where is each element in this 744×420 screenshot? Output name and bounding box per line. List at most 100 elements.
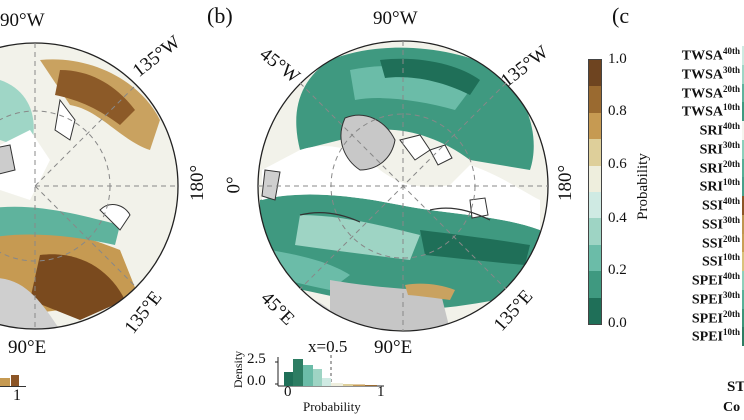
row-label-name: TWSA xyxy=(681,86,723,102)
heat-cell xyxy=(742,83,744,103)
row-label: TWSA30th xyxy=(682,65,740,84)
row-label-percentile: 40th xyxy=(722,271,740,281)
row-labels: TWSA40th TWSA30th TWSA20th TWSA10th SRI40th S… xyxy=(630,46,742,346)
heat-cell xyxy=(742,252,744,271)
colorbar-tick-1: 1.0 xyxy=(608,51,627,67)
colorbar-segment xyxy=(589,192,601,219)
row-label: SPEI40th xyxy=(692,271,740,290)
row-label-percentile: 30th xyxy=(722,139,740,150)
row-label: SRI20th xyxy=(700,159,740,178)
row-label-name: SPEI xyxy=(691,311,723,327)
heat-cell xyxy=(742,121,744,140)
colorbar-segment xyxy=(589,218,601,245)
row-label-name: SRI xyxy=(699,142,723,158)
heat-cell xyxy=(742,158,744,178)
colorbar-segment xyxy=(589,112,601,140)
colorbar-segment xyxy=(589,244,601,272)
colorbar-tick-0-0: 0.0 xyxy=(608,315,627,331)
row-label: SRI30th xyxy=(700,140,740,159)
row-label-name: SPEI xyxy=(691,329,723,345)
row-label-name: TWSA xyxy=(681,67,723,83)
right-map-label-top: 90°W xyxy=(373,8,418,29)
colorbar-tick-0-4: 0.4 xyxy=(608,210,627,226)
heat-cell xyxy=(742,102,744,121)
colorbar-segment xyxy=(589,297,601,325)
heat-cell xyxy=(742,289,744,309)
colorbar xyxy=(588,59,602,325)
row-label-name: SSI xyxy=(701,198,723,214)
row-label: SSI20th xyxy=(702,234,740,253)
panel-label-b: (b) xyxy=(207,3,233,28)
row-label-percentile: 10th xyxy=(722,102,740,113)
row-label-name: SSI xyxy=(701,236,723,252)
row-label-percentile: 20th xyxy=(722,308,740,319)
row-label-percentile: 10th xyxy=(722,177,740,188)
row-label: SPEI20th xyxy=(692,309,740,328)
row-label-percentile: 40th xyxy=(722,121,740,131)
row-label-name: SRI xyxy=(699,161,723,177)
heat-cell xyxy=(742,233,744,253)
bottom-text-2: Co xyxy=(723,400,741,415)
heat-cell xyxy=(742,196,744,215)
colorbar-tick-0-2: 0.2 xyxy=(608,262,627,278)
left-mini-tick: 1 xyxy=(13,387,21,404)
colorbar-segment xyxy=(589,139,601,166)
row-label-name: SPEI xyxy=(691,273,723,289)
row-label: TWSA40th xyxy=(682,46,740,65)
row-label-percentile: 30th xyxy=(722,214,740,225)
row-label-percentile: 30th xyxy=(722,289,740,300)
row-label: SSI40th xyxy=(702,196,740,215)
row-label: SRI40th xyxy=(700,121,740,140)
colorbar-tick-0-8: 0.8 xyxy=(608,103,627,119)
row-label-name: SSI xyxy=(701,254,723,270)
row-label-percentile: 20th xyxy=(722,83,740,94)
heat-cell xyxy=(742,177,744,196)
heat-cell xyxy=(742,308,744,328)
row-label-name: TWSA xyxy=(681,48,723,64)
left-map-label-top: 90°W xyxy=(0,10,45,31)
row-label-name: SRI xyxy=(699,123,723,139)
row-label: TWSA10th xyxy=(682,102,740,121)
row-label: SSI10th xyxy=(702,252,740,271)
heat-cell xyxy=(742,64,744,84)
row-label: TWSA20th xyxy=(682,84,740,103)
inset-xtick-1: 1 xyxy=(377,384,385,400)
inset-ytick-bottom: 0.0 xyxy=(247,373,266,389)
row-label-percentile: 20th xyxy=(722,233,740,244)
colorbar-tick-0-6: 0.6 xyxy=(608,156,627,172)
row-label-percentile: 40th xyxy=(722,196,740,206)
left-map-label-bottom: 90°E xyxy=(8,337,47,358)
inset-xlabel: Probability xyxy=(303,399,361,414)
colorbar-segment xyxy=(589,60,601,87)
inset-xtick-0: 0 xyxy=(284,384,292,400)
row-label-name: SPEI xyxy=(691,292,723,308)
bottom-text-1: ST xyxy=(727,379,744,395)
heat-column xyxy=(742,46,744,346)
row-label-percentile: 30th xyxy=(722,64,740,75)
row-label: SPEI10th xyxy=(692,327,740,346)
panel-label-c: (c xyxy=(612,3,630,28)
row-label-percentile: 10th xyxy=(722,327,740,338)
row-label-name: SSI xyxy=(701,217,723,233)
inset-threshold-label: x=0.5 xyxy=(308,337,348,356)
heat-cell xyxy=(742,214,744,234)
heat-cell xyxy=(742,46,744,65)
right-map-label-bottom: 90°E xyxy=(374,337,413,358)
heat-cell xyxy=(742,139,744,159)
row-label-name: SRI xyxy=(699,179,723,195)
row-label: SPEI30th xyxy=(692,290,740,309)
colorbar-segment xyxy=(589,165,601,193)
inset-ytick-top: 2.5 xyxy=(247,351,266,367)
heat-cell xyxy=(742,327,744,346)
row-label: SRI10th xyxy=(700,177,740,196)
colorbar-segment xyxy=(589,271,601,298)
heat-cell xyxy=(742,271,744,290)
row-label-percentile: 40th xyxy=(722,46,740,56)
row-label: SSI30th xyxy=(702,215,740,234)
left-mini-bars xyxy=(0,373,28,387)
row-label-percentile: 10th xyxy=(722,252,740,263)
row-label-name: TWSA xyxy=(681,104,723,120)
